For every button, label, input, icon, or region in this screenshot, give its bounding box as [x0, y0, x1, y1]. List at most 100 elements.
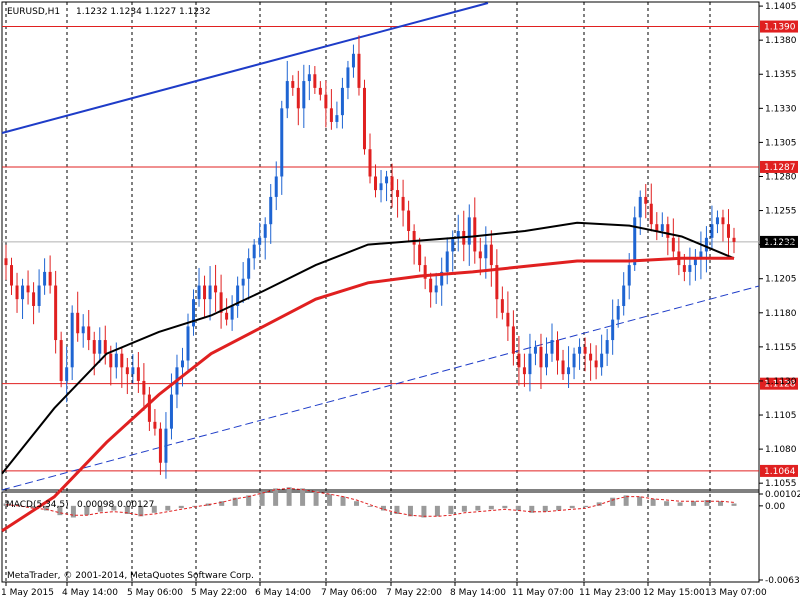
- candle-body: [721, 217, 725, 225]
- macd-bar: [488, 505, 494, 510]
- x-tick-label: 12 May 15:00: [643, 588, 705, 598]
- candle-body: [142, 380, 146, 395]
- candle-body: [589, 353, 593, 361]
- candle-body: [440, 271, 444, 286]
- x-tick-label: 4 May 14:00: [62, 588, 118, 598]
- candle-body: [572, 353, 576, 368]
- candle-body: [4, 258, 8, 266]
- candle-body: [225, 312, 229, 320]
- price-axis: 1.14051.13801.13551.13301.13051.12801.12…: [759, 2, 797, 489]
- candle-body: [539, 346, 543, 368]
- macd-label: MACD(5,34,5): [6, 500, 69, 510]
- candle-body: [285, 81, 289, 109]
- macd-bar: [30, 505, 36, 509]
- candle-body: [280, 108, 284, 177]
- macd-bar: [704, 500, 710, 506]
- x-tick-label: 6 May 14:00: [255, 588, 311, 598]
- candle-body: [65, 367, 69, 381]
- candle-body: [302, 81, 306, 109]
- y-tick-label: 1.1205: [765, 275, 797, 285]
- macd-bar: [380, 505, 386, 511]
- macd-bar: [70, 505, 76, 518]
- candle-body: [533, 346, 537, 354]
- macd-bar: [3, 503, 9, 506]
- candle-body: [550, 340, 554, 354]
- candle-body: [633, 217, 637, 266]
- candle-body: [489, 244, 493, 266]
- candle-body: [329, 108, 333, 122]
- candle-body: [324, 94, 328, 109]
- macd-bar: [205, 503, 211, 506]
- price-level-tag: [760, 377, 798, 390]
- candle-body: [203, 285, 207, 300]
- y-tick-label: 1.1105: [765, 411, 797, 421]
- candle-body: [649, 203, 653, 225]
- candle-body: [241, 278, 245, 286]
- candle-body: [726, 224, 730, 238]
- candle-body: [169, 394, 173, 429]
- candle-body: [158, 428, 162, 463]
- candle-body: [710, 224, 714, 238]
- candle-body: [407, 210, 411, 232]
- candle-body: [219, 292, 223, 313]
- macd-bar: [354, 501, 360, 506]
- x-tick-label: 13 May 07:00: [705, 588, 767, 598]
- x-tick-label: 11 May 07:00: [512, 588, 574, 598]
- macd-bar: [637, 496, 643, 506]
- macd-bar: [327, 494, 333, 506]
- price-level-tag: [760, 464, 798, 477]
- y-tick-label: 1.1130: [765, 377, 797, 387]
- x-tick-label: 5 May 22:00: [191, 588, 247, 598]
- candle-body: [313, 74, 317, 88]
- candle-body: [412, 231, 416, 245]
- macd-bar: [165, 505, 171, 511]
- candle-body: [556, 340, 560, 361]
- macd-bar: [16, 504, 22, 506]
- candle-body: [357, 53, 361, 88]
- candle-body: [362, 87, 366, 150]
- candle-body: [258, 237, 262, 245]
- y-tick-label: 1.1255: [765, 207, 797, 217]
- candle-body: [26, 285, 30, 293]
- macd-bar: [448, 505, 454, 514]
- macd-bar: [569, 505, 575, 509]
- macd-bar: [461, 505, 467, 512]
- macd-bar: [650, 498, 656, 506]
- price-level-tag: [760, 20, 798, 33]
- candle-body: [495, 265, 499, 300]
- y-tick-label: 1.1305: [765, 138, 797, 148]
- y-tick-label: 1.1405: [765, 2, 797, 12]
- macd-bar: [178, 505, 184, 509]
- candle-body: [98, 340, 102, 354]
- candle-body: [423, 265, 427, 279]
- candle-body: [500, 299, 504, 313]
- candle-body: [379, 183, 383, 191]
- y-tick-label: 1.1080: [765, 445, 797, 455]
- candle-body: [340, 87, 344, 116]
- macd-signal-line: [5, 487, 735, 517]
- candle-body: [567, 367, 571, 375]
- macd-bar: [232, 497, 238, 506]
- candle-body: [445, 251, 449, 272]
- macd-bar: [192, 505, 198, 507]
- candle-body: [186, 326, 190, 361]
- x-tick-label: 7 May 06:00: [321, 588, 377, 598]
- macd-bar: [259, 491, 265, 506]
- candle-body: [208, 285, 212, 300]
- candle-body: [544, 353, 548, 368]
- candle-body: [396, 190, 400, 197]
- candle-body: [611, 319, 615, 341]
- candle-body: [522, 367, 526, 375]
- y-tick-label: 1.1280: [765, 172, 797, 182]
- macd-bar: [151, 505, 157, 513]
- candle-body: [43, 271, 47, 286]
- macd-bar: [421, 505, 427, 518]
- lower-trend-line: [1, 285, 760, 491]
- candle-body: [81, 326, 85, 334]
- candle-body: [214, 285, 218, 293]
- candle-body: [92, 340, 96, 354]
- candle-body: [147, 394, 151, 422]
- candle-body: [732, 237, 736, 242]
- candle-body: [252, 244, 256, 259]
- candle-body: [236, 285, 240, 306]
